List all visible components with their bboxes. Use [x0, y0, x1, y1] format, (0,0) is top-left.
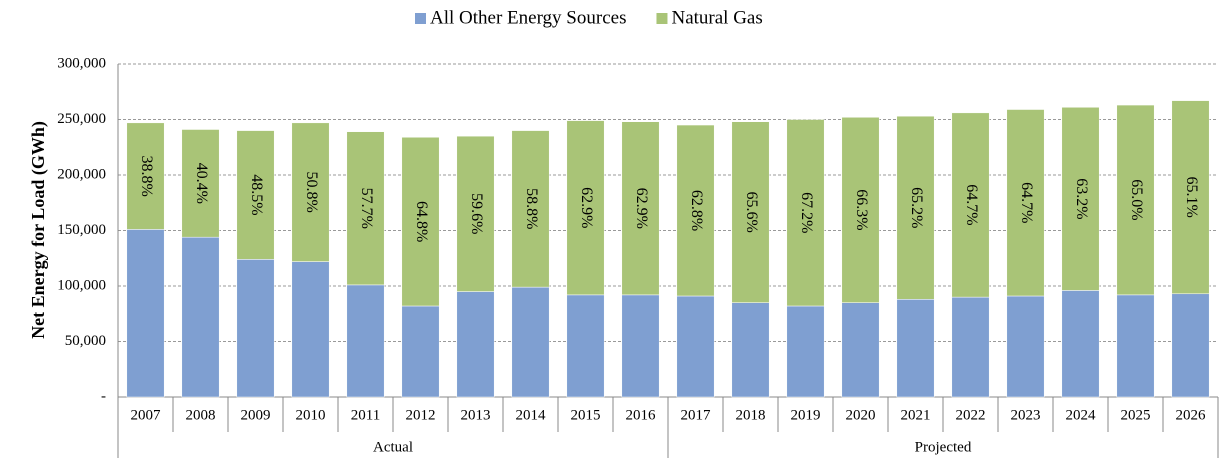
- bar-segment: [731, 302, 770, 398]
- x-tick-label: 2010: [296, 407, 326, 423]
- x-tick-label: 2007: [131, 407, 162, 423]
- share-label: 65.6%: [743, 192, 760, 233]
- bar-segment: [1061, 107, 1100, 291]
- bar-segment: [236, 259, 275, 398]
- bar-segment: [1171, 100, 1210, 295]
- y-axis-label: Net Energy for Load (GWh): [28, 121, 49, 339]
- x-tick-label: 2008: [186, 407, 216, 423]
- share-label: 63.2%: [1073, 178, 1090, 219]
- share-label: 62.8%: [688, 190, 705, 231]
- x-tick-label: 2013: [461, 407, 491, 423]
- x-tick-label: 2023: [1011, 407, 1041, 423]
- x-tick-label: 2015: [571, 407, 601, 423]
- bar-segment: [346, 284, 385, 398]
- x-tick-label: 2019: [791, 407, 821, 423]
- x-tick-label: 2017: [681, 407, 712, 423]
- y-tick-label: 200,000: [57, 166, 106, 182]
- x-tick-label: 2026: [1176, 407, 1207, 423]
- x-tick-label: 2016: [626, 407, 657, 423]
- bar-segment: [731, 121, 770, 303]
- x-tick-label: 2018: [736, 407, 766, 423]
- bar-segment: [346, 131, 385, 286]
- bar-segment: [291, 122, 330, 262]
- bar-segment: [511, 130, 550, 288]
- share-label: 59.6%: [468, 193, 485, 234]
- share-label: 48.5%: [248, 174, 265, 215]
- y-tick-label: -: [101, 388, 106, 404]
- bar-segment: [401, 137, 440, 307]
- share-label: 65.1%: [1183, 177, 1200, 218]
- bar-segment: [291, 261, 330, 398]
- bar-segment: [786, 305, 825, 398]
- bar-segment: [841, 117, 880, 303]
- bar-segment: [126, 229, 165, 398]
- bar-segment: [566, 294, 605, 398]
- bar-segment: [236, 130, 275, 260]
- share-label: 64.7%: [1018, 182, 1035, 223]
- bar-segment: [896, 299, 935, 398]
- bar-segment: [456, 135, 495, 292]
- bar-segment: [786, 119, 825, 307]
- legend-label: All Other Energy Sources: [430, 7, 626, 28]
- y-tick-label: 150,000: [57, 222, 106, 238]
- y-tick-label: 250,000: [57, 111, 106, 127]
- group-label: Actual: [373, 439, 413, 455]
- bar-segment: [511, 286, 550, 398]
- bar-segment: [951, 112, 990, 298]
- share-label: 65.0%: [1128, 179, 1145, 220]
- bar-segment: [566, 120, 605, 296]
- bar-segment: [456, 291, 495, 398]
- bar-segment: [621, 294, 660, 398]
- y-tick-label: 100,000: [57, 277, 106, 293]
- share-label: 50.8%: [303, 172, 320, 213]
- bar-segment: [1116, 104, 1155, 296]
- share-label: 65.2%: [908, 187, 925, 228]
- share-label: 62.9%: [633, 188, 650, 229]
- bar-segment: [676, 295, 715, 398]
- x-tick-label: 2012: [406, 407, 436, 423]
- bar-segment: [676, 124, 715, 297]
- group-label: Projected: [915, 439, 972, 455]
- legend-swatch: [415, 13, 426, 24]
- share-label: 62.9%: [578, 187, 595, 228]
- share-label: 58.8%: [523, 188, 540, 229]
- x-tick-label: 2022: [956, 407, 986, 423]
- bar-segment: [841, 302, 880, 398]
- share-label: 66.3%: [853, 189, 870, 230]
- share-label: 40.4%: [193, 163, 210, 204]
- x-tick-label: 2025: [1121, 407, 1151, 423]
- x-tick-label: 2014: [516, 407, 547, 423]
- y-tick-label: 50,000: [65, 333, 106, 349]
- bar-segment: [621, 121, 660, 296]
- share-label: 57.7%: [358, 188, 375, 229]
- bar-segment: [181, 129, 220, 238]
- bar-segment: [181, 236, 220, 398]
- legend-label: Natural Gas: [671, 7, 762, 28]
- bar-segment: [1116, 294, 1155, 398]
- bar-segment: [401, 305, 440, 398]
- bar-segment: [1006, 109, 1045, 297]
- x-tick-label: 2021: [901, 407, 931, 423]
- x-tick-label: 2009: [241, 407, 271, 423]
- share-label: 64.8%: [413, 201, 430, 242]
- x-tick-label: 2011: [351, 407, 380, 423]
- share-label: 67.2%: [798, 192, 815, 233]
- bar-segment: [1061, 290, 1100, 398]
- bar-segment: [896, 115, 935, 300]
- bar-segment: [951, 296, 990, 398]
- bar-segment: [126, 122, 165, 230]
- bar-segment: [1171, 293, 1210, 398]
- share-label: 38.8%: [138, 155, 155, 196]
- share-label: 64.7%: [963, 184, 980, 225]
- bar-segment: [1006, 295, 1045, 398]
- y-tick-label: 300,000: [57, 55, 106, 71]
- x-tick-label: 2024: [1066, 407, 1097, 423]
- x-tick-label: 2020: [846, 407, 876, 423]
- legend-swatch: [656, 13, 668, 24]
